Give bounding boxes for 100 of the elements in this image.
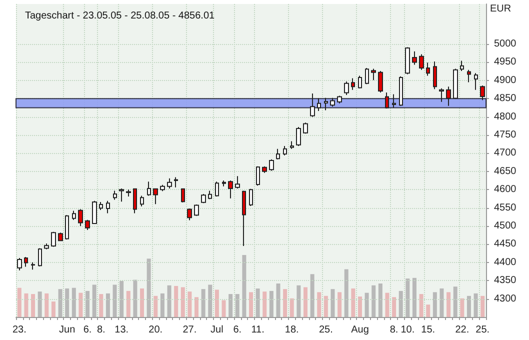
y-tick-label: 4500 (494, 220, 517, 232)
candlestick (392, 94, 396, 108)
candlestick (283, 145, 287, 156)
bar (385, 292, 390, 317)
candlestick (337, 95, 342, 104)
candlestick (85, 219, 90, 231)
candlestick (65, 214, 69, 240)
x-tick-label: 20. (148, 324, 163, 336)
bar (222, 300, 226, 317)
x-tick-label: 25. (318, 324, 333, 336)
x-tick-label: 6. (83, 324, 92, 336)
x-tick-label: 8. (96, 324, 106, 336)
candlestick (208, 190, 212, 200)
bar (262, 292, 267, 317)
candlestick (269, 158, 274, 172)
bar (126, 290, 130, 317)
x-tick-label: 13. (114, 324, 129, 336)
bar (78, 292, 83, 317)
candlestick (474, 72, 478, 90)
bar (99, 294, 104, 317)
bar (140, 288, 144, 317)
candlestick (262, 166, 267, 174)
x-tick-label: 23. (12, 324, 26, 336)
candlestick (351, 78, 355, 90)
bar (474, 293, 478, 317)
bar (426, 304, 430, 317)
bar (324, 296, 328, 317)
y-tick-label: 4800 (494, 111, 517, 122)
x-tick-label: 22. (455, 324, 470, 336)
candlestick (160, 184, 165, 192)
bar (65, 288, 70, 317)
bar (167, 285, 172, 317)
bar (460, 298, 464, 317)
bar (419, 294, 424, 317)
candlestick (317, 98, 321, 112)
candlestick (51, 231, 56, 248)
y-tick-label: 5000 (494, 38, 517, 50)
x-tick-label: Jun (59, 324, 76, 336)
bar (51, 301, 56, 317)
bar (146, 258, 151, 317)
y-axis-title: EUR (490, 4, 512, 14)
bar (406, 278, 410, 317)
candlestick (24, 256, 28, 268)
bar (72, 288, 76, 317)
y-tick-label: 4750 (494, 130, 517, 141)
y-tick-label: 4850 (494, 93, 517, 104)
candlestick (99, 201, 103, 210)
bar (38, 292, 42, 317)
x-tick-label: 11. (251, 324, 264, 336)
x-tick-label: 18. (284, 324, 299, 336)
candlestick (399, 76, 403, 106)
candlestick (174, 176, 178, 188)
x-tick-label: Jul (210, 324, 224, 336)
bar (351, 288, 356, 317)
candlestick (119, 188, 124, 202)
candlestick (181, 188, 185, 203)
y-tick-label: 4600 (494, 184, 517, 196)
candlestick (72, 210, 76, 220)
candlestick (439, 88, 444, 102)
candlestick (460, 60, 464, 72)
bar (453, 286, 458, 317)
candlestick (324, 97, 328, 111)
candlestick (92, 200, 97, 224)
candlestick (446, 86, 451, 106)
bar (154, 296, 158, 317)
candlestick (453, 68, 458, 100)
y-tick-label: 4550 (494, 202, 517, 214)
candlestick (126, 189, 131, 198)
x-tick-label: Aug (351, 324, 369, 336)
candlestick (371, 68, 376, 81)
candlestick (344, 81, 349, 96)
candlestick (296, 126, 301, 146)
bar (174, 286, 178, 317)
bar (120, 281, 124, 317)
bar (214, 290, 219, 317)
candlestick (385, 92, 389, 109)
candlestick (310, 93, 315, 118)
bar (412, 278, 416, 317)
candlestick (58, 232, 63, 242)
bar (188, 292, 192, 317)
bar (269, 290, 274, 317)
bar (194, 297, 199, 317)
bar (208, 284, 212, 317)
candlestick (467, 69, 471, 83)
x-tick-label: 10. (400, 324, 415, 336)
bar (133, 280, 138, 317)
bar (235, 294, 240, 317)
candlestick (187, 208, 192, 221)
bar (372, 285, 376, 317)
candlestick (358, 75, 362, 89)
candlestick (194, 204, 199, 216)
y-tick-label: 4700 (494, 148, 517, 159)
y-tick-label: 4350 (494, 275, 517, 286)
y-tick-label: 4450 (494, 238, 517, 250)
candlestick (235, 176, 240, 190)
bar (358, 296, 362, 317)
bar (432, 292, 437, 317)
candlestick (44, 242, 49, 250)
candlestick (405, 46, 410, 75)
bar (440, 288, 444, 317)
